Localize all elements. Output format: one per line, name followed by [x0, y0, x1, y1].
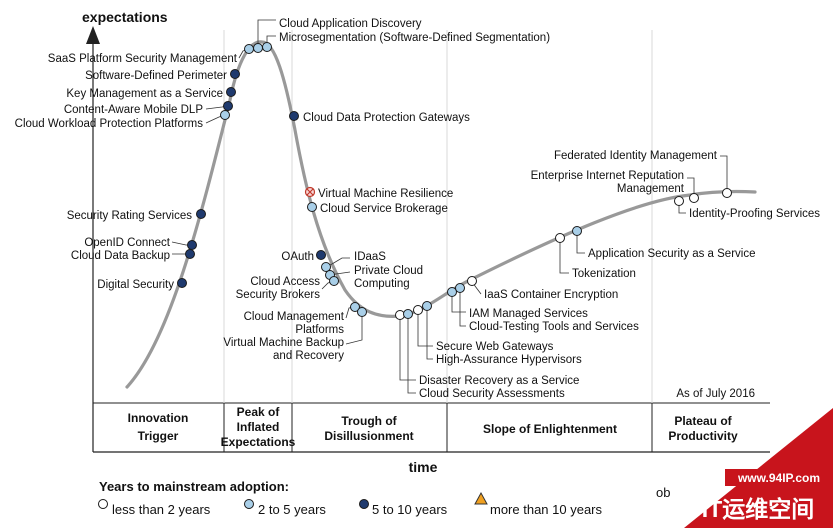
label-cloud-security-assessments: Cloud Security Assessments [419, 388, 565, 400]
watermark-url-band [725, 469, 833, 486]
watermark-url: www.94IP.com [737, 471, 820, 485]
label-saas-platform-security-management: SaaS Platform Security Management [48, 53, 238, 65]
leader-virtual-machine-backup-and-recovery [345, 312, 363, 345]
label-virtual-machine-backup-and-recovery: Virtual Machine Backup and Recovery [223, 337, 344, 362]
point-digital-security [177, 278, 187, 288]
point-identity-proofing-services [674, 196, 684, 206]
label-digital-security: Digital Security [97, 279, 174, 291]
point-idaas [321, 262, 331, 272]
point-virtual-machine-resilience [304, 186, 316, 198]
label-iaas-container-encryption: IaaS Container Encryption [484, 289, 618, 301]
label-enterprise-internet-reputation-management: Enterprise Internet Reputation Management [531, 170, 685, 195]
watermark-triangle [684, 408, 833, 528]
point-cloud-data-backup [185, 249, 195, 259]
point-key-management-as-a-service [226, 87, 236, 97]
point-secure-web-gateways [413, 305, 423, 315]
point-security-rating-services [196, 209, 206, 219]
label-cloud-workload-protection-platforms: Cloud Workload Protection Platforms [15, 118, 204, 130]
label-high-assurance-hypervisors: High-Assurance Hypervisors [436, 354, 582, 366]
label-software-defined-perimeter: Software-Defined Perimeter [85, 70, 227, 82]
point-software-defined-perimeter [230, 69, 240, 79]
point-cloud-management-platforms [350, 302, 360, 312]
label-idaas: IDaaS [354, 251, 386, 263]
point-cloud-data-protection-gateways [289, 111, 299, 121]
label-key-management-as-a-service: Key Management as a Service [66, 88, 223, 100]
label-cloud-data-backup: Cloud Data Backup [71, 250, 170, 262]
label-cloud-data-protection-gateways: Cloud Data Protection Gateways [303, 112, 470, 124]
phase-label-5: Plateau of Productivity [668, 414, 738, 443]
point-cloud-service-brokerage [307, 202, 317, 212]
legend-trailing-text: ob [656, 485, 670, 500]
y-axis-arrow [86, 26, 100, 44]
point-iaas-container-encryption [467, 276, 477, 286]
data-points [177, 42, 732, 320]
legend-marker-less-than-2-years [98, 499, 108, 509]
label-iam-managed-services: IAM Managed Services [469, 308, 588, 320]
label-federated-identity-management: Federated Identity Management [554, 150, 718, 162]
phase-label-4: Slope of Enlightenment [483, 422, 617, 436]
label-application-security-as-a-service: Application Security as a Service [588, 248, 755, 260]
label-content-aware-mobile-dlp: Content-Aware Mobile DLP [64, 104, 203, 116]
label-cloud-access-security-brokers: Cloud Access Security Brokers [236, 276, 321, 301]
point-tokenization [555, 233, 565, 243]
legend-label-less-than-2-years: less than 2 years [112, 502, 211, 517]
point-cloud-access-security-brokers [329, 276, 339, 286]
as-of-date: As of July 2016 [676, 388, 755, 400]
point-cloud-testing-tools-and-services [455, 283, 465, 293]
point-virtual-machine-backup-and-recovery [357, 307, 367, 317]
label-cloud-service-brokerage: Cloud Service Brokerage [320, 203, 448, 215]
watermark-brand: IT运维空间 [702, 496, 814, 522]
point-cloud-workload-protection-platforms [220, 110, 230, 120]
point-iam-managed-services [447, 287, 457, 297]
phase-label-1: Innovation Trigger [128, 411, 189, 443]
label-secure-web-gateways: Secure Web Gateways [436, 341, 554, 353]
point-high-assurance-hypervisors [422, 301, 432, 311]
point-oauth [316, 250, 326, 260]
leader-federated-identity-management [720, 155, 728, 193]
point-saas-platform-security-management [244, 44, 254, 54]
point-microsegmentation-software-defined-segmentation [262, 42, 272, 52]
label-virtual-machine-resilience: Virtual Machine Resilience [318, 188, 453, 200]
phase-label-2: Peak of Inflated Expectations [221, 405, 296, 449]
point-virtual-machine-resilience-cross [306, 188, 314, 196]
label-oauth: OAuth [281, 251, 314, 263]
legend-label-5-to-10-years: 5 to 10 years [372, 502, 448, 517]
y-axis-title: expectations [82, 9, 168, 25]
label-identity-proofing-services: Identity-Proofing Services [689, 208, 820, 220]
point-cloud-security-assessments [403, 309, 413, 319]
label-disaster-recovery-as-a-service: Disaster Recovery as a Service [419, 375, 579, 387]
label-cloud-testing-tools-and-services: Cloud-Testing Tools and Services [469, 321, 639, 333]
label-microsegmentation-software-defined-segmentation: Microsegmentation (Software-Defined Segm… [279, 32, 550, 44]
point-content-aware-mobile-dlp [223, 101, 233, 111]
legend-label-more-than-10-years: more than 10 years [490, 502, 603, 517]
leader-cloud-testing-tools-and-services [459, 288, 466, 327]
point-cloud-application-discovery [253, 43, 263, 53]
leader-cloud-security-assessments [407, 314, 416, 394]
label-cloud-management-platforms: Cloud Management Platforms [244, 311, 345, 336]
legend-marker-2-to-5-years [244, 499, 254, 509]
leader-tokenization [559, 238, 569, 274]
point-federated-identity-management [722, 188, 732, 198]
label-openid-connect: OpenID Connect [84, 237, 170, 249]
legend-title: Years to mainstream adoption: [99, 479, 289, 494]
point-openid-connect [187, 240, 197, 250]
point-application-security-as-a-service [572, 226, 582, 236]
leader-high-assurance-hypervisors [426, 306, 433, 360]
legend-marker-5-to-10-years [359, 499, 369, 509]
legend-label-2-to-5-years: 2 to 5 years [258, 502, 326, 517]
x-axis-title: time [409, 459, 438, 475]
phase-label-3: Trough of Disillusionment [324, 414, 413, 443]
label-tokenization: Tokenization [572, 268, 636, 280]
leader-secure-web-gateways [417, 310, 433, 347]
watermark-badge [684, 408, 833, 528]
point-enterprise-internet-reputation-management [689, 193, 699, 203]
label-private-cloud-computing: Private Cloud Computing [354, 265, 423, 290]
label-cloud-application-discovery: Cloud Application Discovery [279, 18, 422, 30]
legend-marker-more-than-10-years [474, 491, 488, 505]
label-security-rating-services: Security Rating Services [67, 210, 193, 222]
